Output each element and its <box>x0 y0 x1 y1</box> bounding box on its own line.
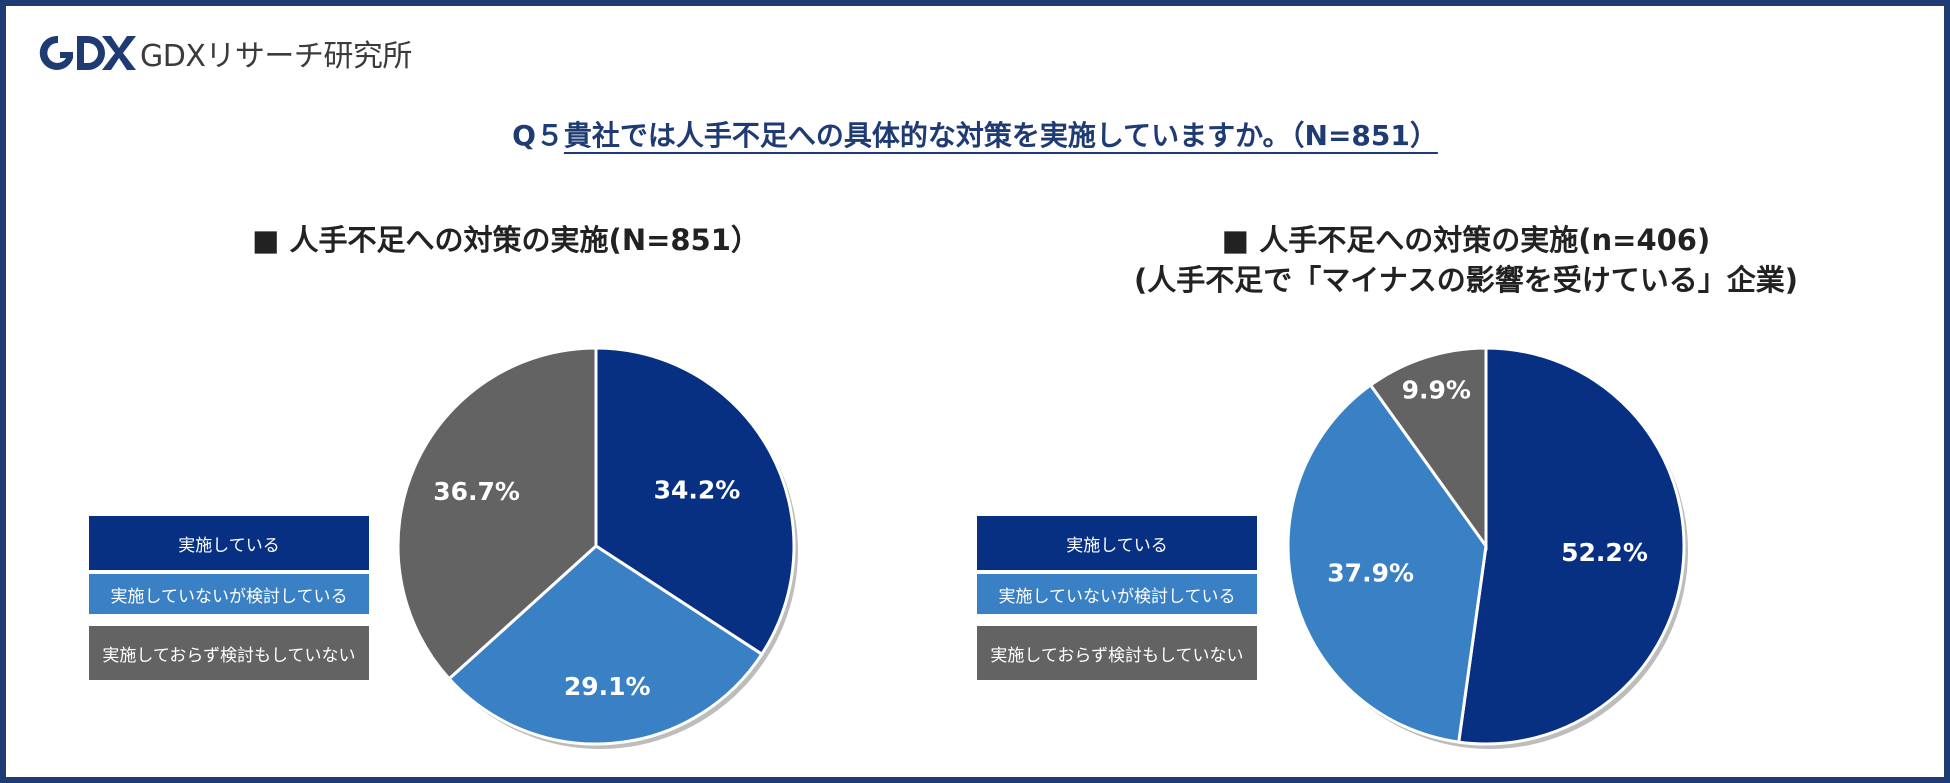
logo-text: GDXリサーチ研究所 <box>140 39 412 74</box>
pie-chart-left: 34.2% 29.1% 36.7% <box>396 346 798 749</box>
legend-item-not-considering: 実施しておらず検討もしていない <box>89 626 369 680</box>
legend-item-not-considering: 実施しておらず検討もしていない <box>977 626 1257 680</box>
question-number: Q５ <box>512 119 564 152</box>
legend-item-implemented: 実施している <box>977 516 1257 570</box>
legend-item-considering: 実施していないが検討している <box>89 574 369 614</box>
legend-item-considering: 実施していないが検討している <box>977 574 1257 614</box>
label-considering: 29.1% <box>564 672 651 701</box>
legend-left: 実施している 実施していないが検討している 実施しておらず検討もしていない <box>89 516 369 682</box>
label-implemented: 52.2% <box>1561 538 1648 567</box>
legend-right: 実施している 実施していないが検討している 実施しておらず検討もしていない <box>977 516 1257 682</box>
label-implemented: 34.2% <box>654 475 741 504</box>
label-considering: 37.9% <box>1327 558 1414 587</box>
chart-title-right: ■ 人手不足への対策の実施(n=406) (人手不足で「マイナスの影響を受けてい… <box>1086 220 1846 300</box>
question-text: 貴社では人手不足への具体的な対策を実施していますか。（N=851） <box>563 119 1438 152</box>
chart-title-left: ■ 人手不足への対策の実施(N=851） <box>156 220 856 260</box>
legend-item-implemented: 実施している <box>89 516 369 570</box>
chart-title-right-main: ■ 人手不足への対策の実施(n=406) <box>1221 223 1711 257</box>
slice-considering <box>447 544 764 746</box>
label-not-considering: 36.7% <box>433 477 520 506</box>
label-not-considering: 9.9% <box>1402 375 1471 404</box>
slice-not-considering <box>1368 346 1488 551</box>
logo: GDXリサーチ研究所 <box>36 26 412 80</box>
slice-considering <box>1286 382 1488 744</box>
slice-implemented <box>1457 346 1686 746</box>
chart-title-left-main: ■ 人手不足への対策の実施(N=851） <box>252 223 760 257</box>
question-heading: Q５貴社では人手不足への具体的な対策を実施していますか。（N=851） <box>6 114 1944 154</box>
gdx-logo-icon <box>39 35 136 70</box>
chart-title-right-sub: (人手不足で「マイナスの影響を受けている」企業) <box>1134 263 1798 297</box>
slice-not-considering <box>396 346 598 681</box>
pie-chart-right: 52.2% 37.9% 9.9% <box>1286 346 1688 749</box>
